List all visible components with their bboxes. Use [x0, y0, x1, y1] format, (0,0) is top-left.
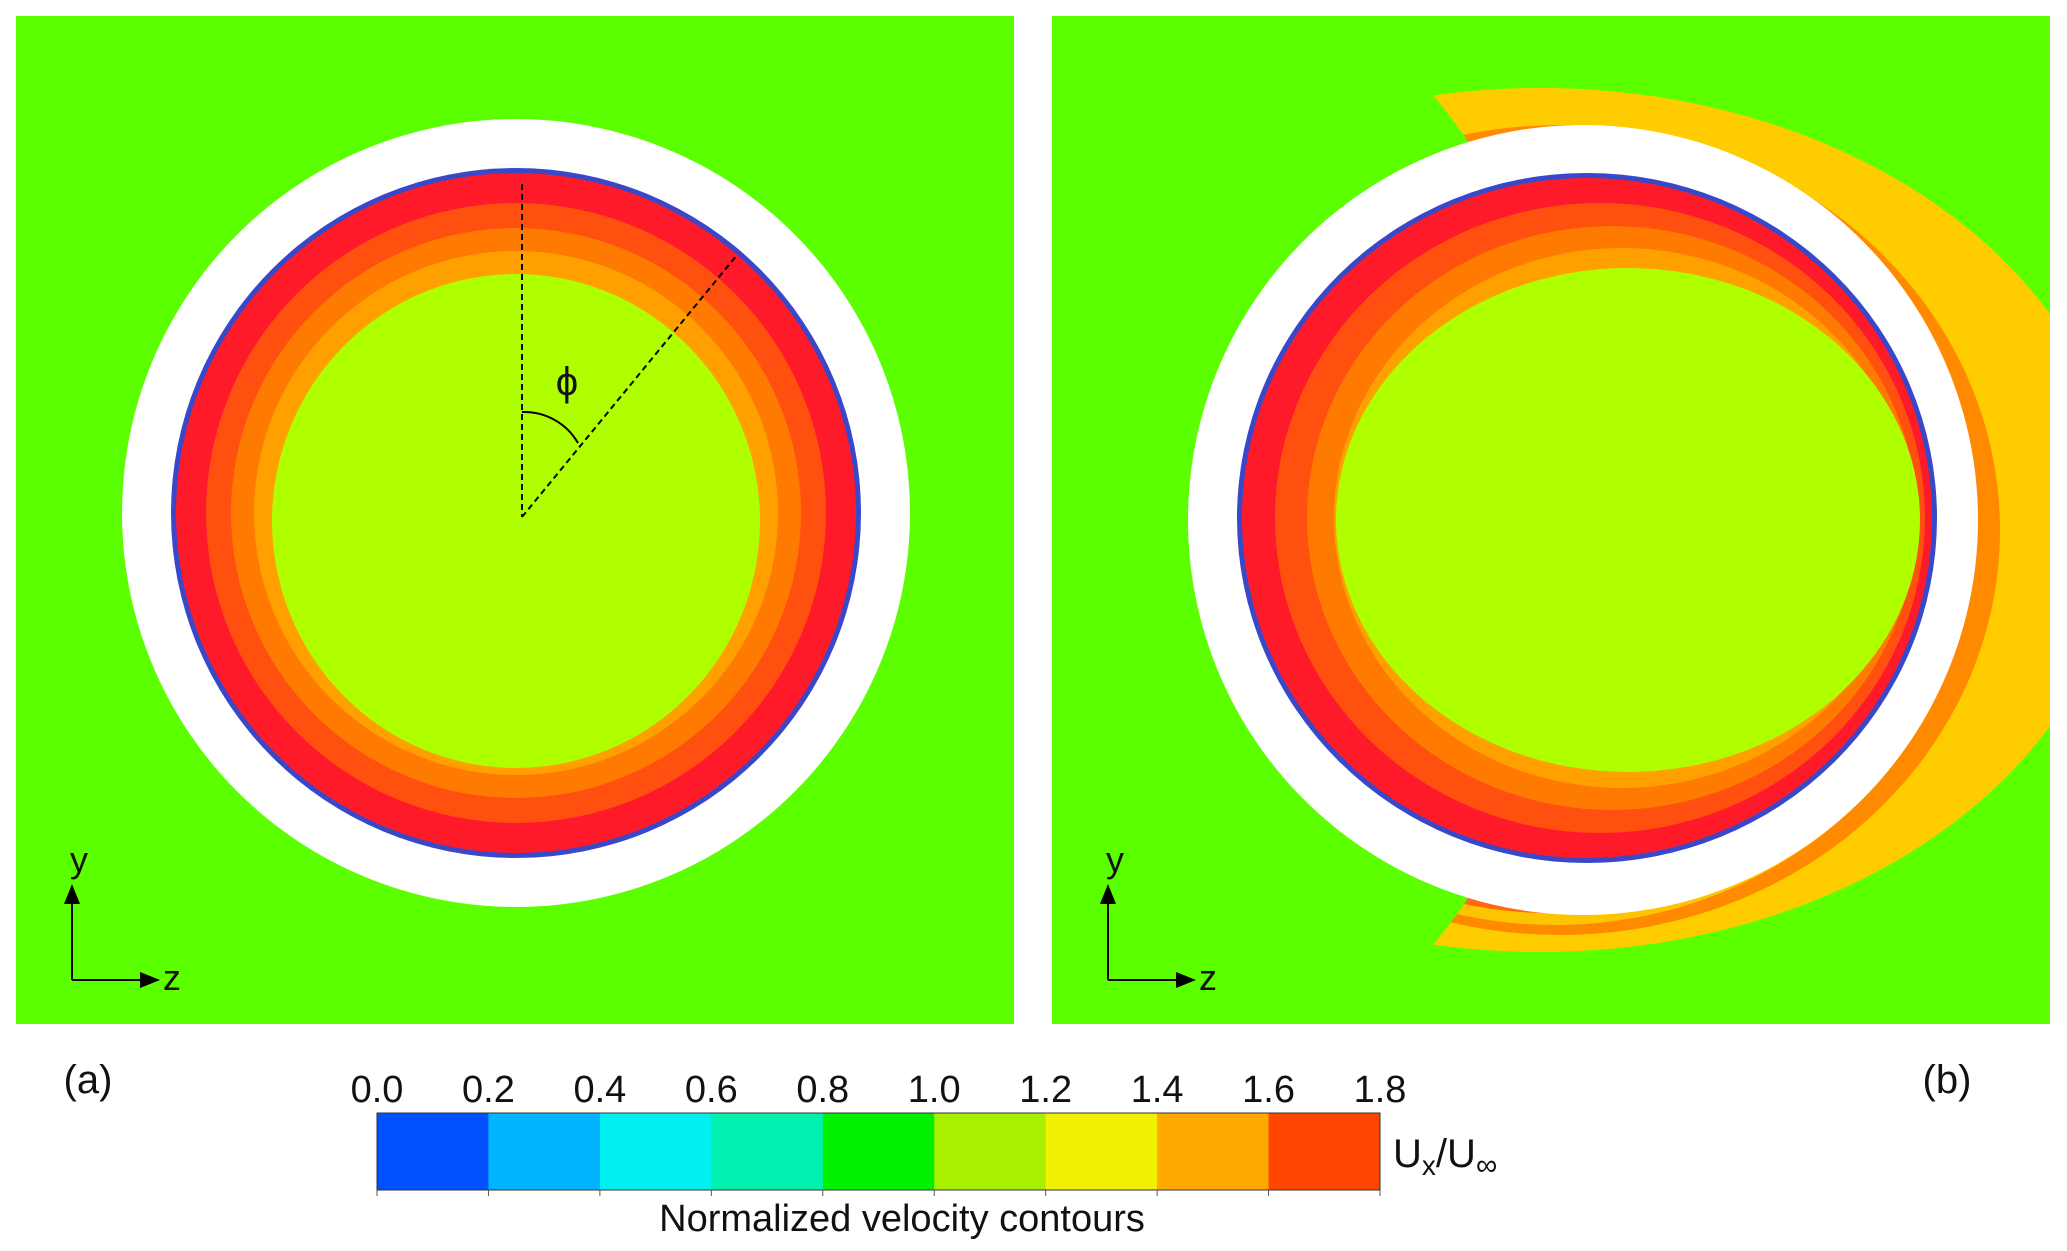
phi-symbol: ϕ: [556, 360, 578, 404]
colorbar-bin-8: [1268, 1113, 1381, 1190]
colorbar-bin-5: [934, 1113, 1047, 1190]
panel-a-z-label: z: [163, 957, 181, 998]
colorbar-tick-label-5: 1.0: [908, 1069, 961, 1111]
panel-a: ϕ y z: [16, 16, 1014, 1024]
panel-b-label: (b): [1923, 1058, 1972, 1102]
colorbar-tick-label-0: 0.0: [351, 1069, 404, 1111]
quantity-main: U: [1393, 1132, 1422, 1176]
colorbar-bin-7: [1157, 1113, 1270, 1190]
panel-a-inner-core: [272, 274, 760, 768]
colorbar-bin-2: [599, 1113, 712, 1190]
colorbar-quantity-label: Ux/U∞: [1393, 1132, 1497, 1182]
colorbar-bin-3: [711, 1113, 824, 1190]
colorbar-tick-label-1: 0.2: [462, 1069, 515, 1111]
quantity-subscript-x: x: [1422, 1150, 1436, 1181]
panel-b-z-label: z: [1199, 957, 1217, 998]
colorbar-tick-label-8: 1.6: [1242, 1069, 1295, 1111]
panel-b-inner-core: [1336, 268, 1920, 772]
colorbar-title: Normalized velocity contours: [659, 1198, 1145, 1240]
colorbar-bin-4: [822, 1113, 935, 1190]
colorbar-tick-label-4: 0.8: [796, 1069, 849, 1111]
quantity-subscript-inf: ∞: [1476, 1149, 1497, 1182]
colorbar-tick-label-3: 0.6: [685, 1069, 738, 1111]
panel-a-label: (a): [64, 1058, 113, 1102]
quantity-slash: /U: [1436, 1132, 1476, 1176]
panel-a-y-label: y: [70, 839, 88, 880]
colorbar-bin-0: [377, 1113, 489, 1190]
colorbar-bins: [377, 1113, 1381, 1190]
colorbar-tick-label-6: 1.2: [1019, 1069, 1072, 1111]
colorbar-bin-1: [488, 1113, 601, 1190]
colorbar-ticks: 0.0 0.2 0.4 0.6 0.8 1.0 1.2 1.4 1.6 1.8: [351, 1069, 1407, 1196]
phi-arc: [521, 410, 579, 444]
colorbar: 0.0 0.2 0.4 0.6 0.8 1.0 1.2 1.4 1.6 1.8 Ux/U∞ Nor…: [351, 1069, 1498, 1240]
colorbar-tick-label-7: 1.4: [1131, 1069, 1184, 1111]
colorbar-frame: [376, 1112, 1381, 1191]
panel-b: y z: [1052, 16, 2050, 1024]
colorbar-tick-label-9: 1.8: [1354, 1069, 1407, 1111]
panel-b-y-label: y: [1106, 839, 1124, 880]
colorbar-bin-6: [1045, 1113, 1158, 1190]
colorbar-tick-label-2: 0.4: [573, 1069, 626, 1111]
phi-diagonal-line: [521, 254, 738, 518]
